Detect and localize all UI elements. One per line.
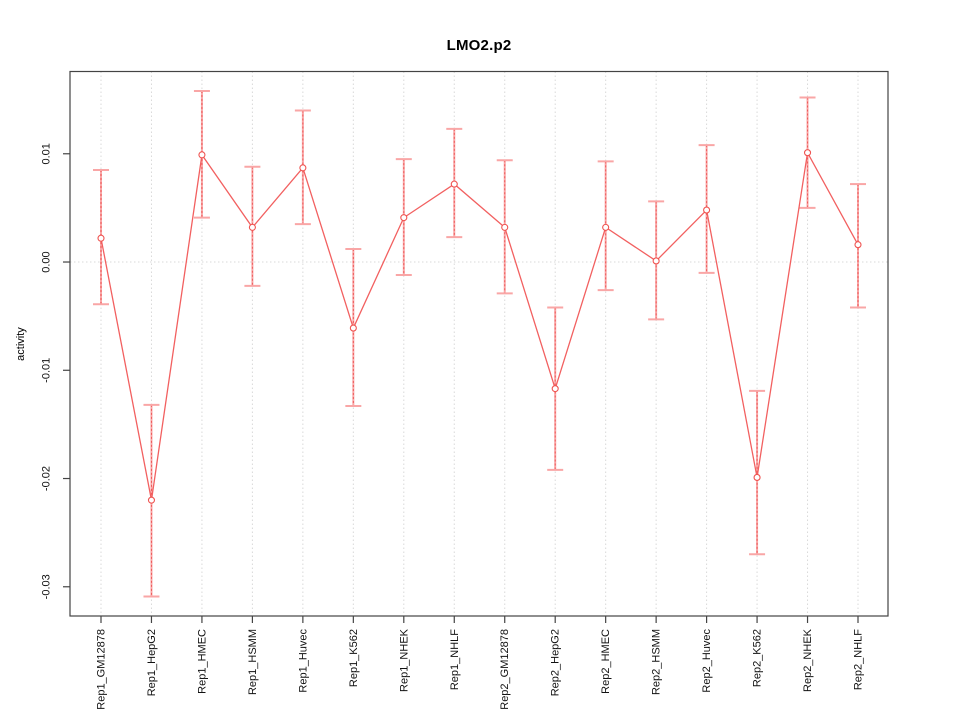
data-point-marker: [803, 149, 812, 157]
data-point-marker: [854, 241, 862, 249]
y-tick-label: 0.00: [41, 251, 53, 272]
data-point-marker: [551, 385, 559, 393]
x-tick-label: Rep1_NHEK: [398, 628, 410, 692]
x-tick-label: Rep2_HMEC: [600, 629, 612, 694]
data-point-marker: [400, 214, 408, 222]
x-tick-label: Rep2_HepG2: [550, 629, 562, 696]
chart-title: LMO2.p2: [446, 37, 512, 54]
data-point-marker: [198, 151, 206, 159]
data-point-marker: [248, 223, 256, 231]
x-tick-label: Rep2_NHLF: [853, 629, 865, 690]
x-tick-label: Rep1_NHLF: [449, 629, 461, 690]
data-point-marker: [501, 223, 509, 231]
data-point-marker: [602, 223, 610, 231]
plot-box: [69, 70, 889, 617]
x-tick-label: Rep1_HSMM: [247, 629, 259, 695]
x-tick-label: Rep1_HMEC: [196, 629, 208, 694]
x-tick-label: Rep2_HSMM: [651, 629, 663, 695]
data-point-marker: [97, 234, 105, 242]
data-point-marker: [349, 324, 357, 332]
y-tick-label: 0.01: [41, 143, 53, 164]
x-tick-label: Rep2_Huvec: [701, 629, 713, 693]
series-line: [100, 150, 859, 501]
data-point-marker: [147, 496, 156, 504]
y-tick-label: -0.01: [41, 358, 53, 383]
x-tick-label: Rep1_HepG2: [146, 629, 158, 696]
data-point-marker: [703, 206, 711, 214]
y-axis-title: activity: [15, 327, 27, 361]
data-point-marker: [450, 180, 458, 188]
data-point-marker: [652, 257, 660, 265]
x-tick-label: Rep2_K562: [752, 629, 764, 687]
x-tick-label: Rep1_K562: [348, 629, 360, 687]
x-tick-label: Rep1_Huvec: [297, 629, 309, 693]
x-tick-label: Rep2_NHEK: [802, 628, 814, 692]
x-tick-label: Rep1_GM12878: [96, 629, 108, 710]
y-tick-label: -0.03: [41, 574, 53, 599]
y-tick-label: -0.02: [41, 466, 53, 491]
data-point-marker: [299, 164, 307, 172]
data-point-marker: [753, 473, 761, 481]
x-tick-label: Rep2_GM12878: [499, 629, 511, 710]
